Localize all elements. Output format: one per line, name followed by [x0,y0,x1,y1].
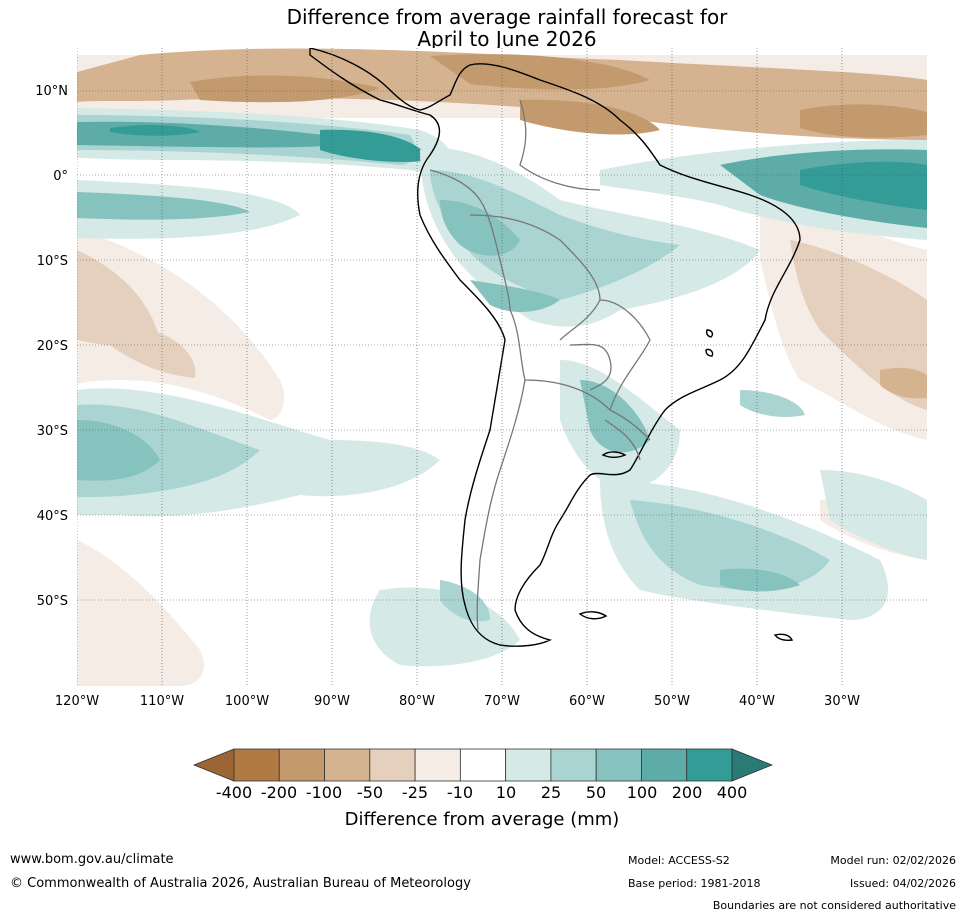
colorbar-tick-label: -200 [261,783,297,802]
map-title-line-2: April to June 2026 [417,27,597,51]
lon-label: 50°W [654,694,690,709]
footer-base-period: Base period: 1981-2018 [628,877,761,890]
colorbar-tick-label: -25 [402,783,428,802]
graticule [77,48,927,686]
colorbar-tick-label: -50 [357,783,383,802]
colorbar-extend-min [192,748,235,782]
latitude-labels: 10°N 0° 10°S 20°S 30°S 40°S 50°S [35,84,68,609]
colorbar-tick-label: 25 [541,783,561,802]
lon-label: 90°W [314,694,350,709]
colorbar-segment [686,748,733,782]
colorbar-tick-label: 100 [627,783,658,802]
dry-anomaly-shading [77,48,927,686]
colorbar-tick-label: 400 [717,783,748,802]
footer-copyright: © Commonwealth of Australia 2026, Austra… [10,876,471,891]
colorbar-segment [550,748,597,782]
map-title-line-1: Difference from average rainfall forecas… [286,5,728,29]
colorbar-segments [192,748,774,782]
footer-disclaimer: Boundaries are not considered authoritat… [712,899,956,912]
lon-label: 110°W [140,694,184,709]
colorbar-segment [505,748,552,782]
colorbar-tick-labels: -400 -200 -100 -50 -25 -10 10 25 50 100 … [216,783,747,802]
colorbar-segment [369,748,416,782]
colorbar: -400 -200 -100 -50 -25 -10 10 25 50 100 … [192,748,774,830]
lat-label: 20°S [37,339,68,354]
colorbar-segment [414,748,461,782]
colorbar-segment [459,748,507,782]
lat-label: 50°S [37,594,68,609]
map-figure: 10°N 0° 10°S 20°S 30°S 40°S 50°S 120°W 1… [35,48,927,830]
lon-label: 60°W [569,694,605,709]
lat-label: 0° [53,169,68,184]
lat-label: 10°S [37,254,68,269]
lat-label: 40°S [37,509,68,524]
colorbar-title: Difference from average (mm) [345,809,620,830]
wet-anomaly-shading [77,108,927,667]
colorbar-segment [595,748,642,782]
colorbar-tick-label: 50 [586,783,606,802]
lon-label: 100°W [225,694,269,709]
footer-url: www.bom.gov.au/climate [10,852,174,867]
coastlines [309,48,801,647]
lat-label: 10°N [35,84,68,99]
lon-label: 120°W [55,694,99,709]
lon-label: 70°W [484,694,520,709]
map-panel [77,48,927,686]
colorbar-tick-label: 200 [672,783,703,802]
longitude-labels: 120°W 110°W 100°W 90°W 80°W 70°W 60°W 50… [55,694,860,709]
lon-label: 80°W [399,694,435,709]
colorbar-segment [324,748,371,782]
country-borders [429,99,651,631]
footer-model-run: Model run: 02/02/2026 [830,854,956,867]
colorbar-tick-label: 10 [496,783,516,802]
colorbar-segment [278,748,325,782]
colorbar-segment [641,748,688,782]
colorbar-tick-label: -400 [216,783,252,802]
footer-issued: Issued: 04/02/2026 [849,877,956,890]
colorbar-segment [233,748,280,782]
lat-label: 30°S [37,424,68,439]
colorbar-extend-max [731,748,774,782]
footer-model: Model: ACCESS-S2 [628,854,730,867]
colorbar-tick-label: -100 [306,783,342,802]
colorbar-tick-label: -10 [447,783,473,802]
lon-label: 30°W [824,694,860,709]
lon-label: 40°W [739,694,775,709]
